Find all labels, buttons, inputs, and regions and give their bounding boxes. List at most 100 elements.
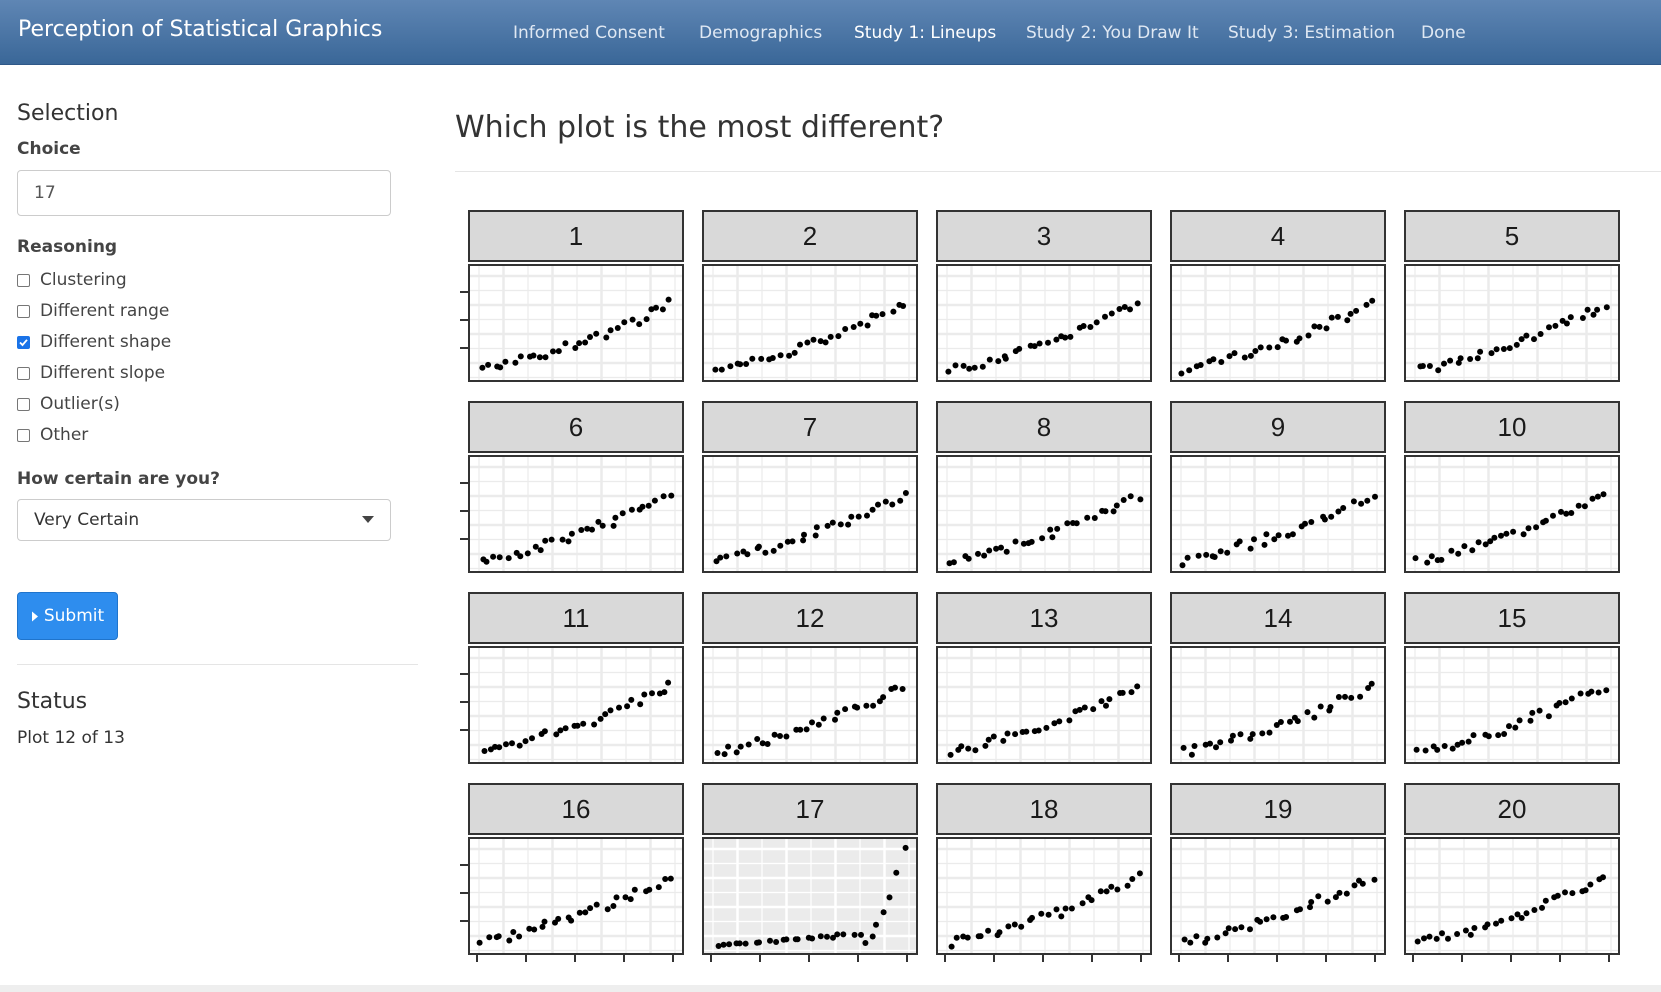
nav-done[interactable]: Done [1421, 23, 1466, 43]
scatter-plot[interactable] [936, 455, 1152, 573]
data-point [1600, 491, 1607, 498]
certainty-select[interactable]: Very Certain [17, 499, 391, 541]
scatter-plot[interactable] [468, 646, 684, 764]
data-point [1113, 502, 1120, 509]
data-point [1270, 914, 1277, 921]
lineup-panel[interactable]: 18 [936, 783, 1152, 955]
reasoning-clustering[interactable]: Clustering [17, 268, 127, 292]
data-point [1178, 370, 1185, 377]
reasoning-other[interactable]: Other [17, 423, 88, 447]
checkbox-checked[interactable] [17, 335, 30, 349]
lineup-panel[interactable]: 13 [936, 592, 1152, 764]
scatter-plot[interactable] [468, 264, 684, 382]
data-point [1093, 319, 1100, 326]
data-point [1210, 356, 1217, 363]
scatter-plot[interactable] [468, 837, 684, 955]
data-point [1047, 526, 1054, 533]
data-point [1203, 551, 1210, 558]
data-point [720, 941, 727, 948]
data-point [714, 750, 721, 756]
lineup-panel[interactable]: 19 [1170, 783, 1386, 955]
data-point [848, 513, 855, 520]
data-point [1247, 926, 1253, 933]
scatter-plot[interactable] [702, 646, 918, 764]
scatter-plot[interactable] [702, 455, 918, 573]
reasoning-different-slope[interactable]: Different slope [17, 361, 165, 385]
data-point [1448, 547, 1455, 554]
lineup-panel[interactable]: 15 [1404, 592, 1620, 764]
choice-input[interactable] [17, 170, 391, 216]
scatter-svg [1172, 648, 1384, 762]
nav-study1-lineups[interactable]: Study 1: Lineups [854, 23, 997, 43]
scatter-plot[interactable] [1170, 837, 1386, 955]
scatter-plot[interactable] [1170, 455, 1386, 573]
lineup-panel[interactable]: 9 [1170, 401, 1386, 573]
lineup-panel[interactable]: 6 [468, 401, 684, 573]
lineup-panel[interactable]: 7 [702, 401, 918, 573]
data-point [1266, 729, 1273, 736]
scatter-plot[interactable] [702, 264, 918, 382]
data-point [1584, 306, 1591, 313]
lineup-panel[interactable]: 16 [468, 783, 684, 955]
data-point [966, 365, 973, 372]
app-title[interactable]: Perception of Statistical Graphics [18, 17, 383, 42]
data-point [496, 554, 503, 561]
reasoning-different-range[interactable]: Different range [17, 299, 169, 323]
scatter-plot[interactable] [1404, 837, 1620, 955]
lineup-panel[interactable]: 3 [936, 210, 1152, 382]
lineup-panel[interactable]: 20 [1404, 783, 1620, 955]
data-point [964, 934, 971, 941]
lineup-panel[interactable]: 4 [1170, 210, 1386, 382]
scatter-plot[interactable] [936, 837, 1152, 955]
data-point [851, 931, 858, 938]
scatter-plot[interactable] [1404, 646, 1620, 764]
nav-informed-consent[interactable]: Informed Consent [513, 23, 665, 43]
scatter-plot[interactable] [936, 264, 1152, 382]
data-point [639, 503, 646, 510]
data-point [742, 940, 749, 947]
scatter-plot[interactable] [1404, 455, 1620, 573]
data-point [1241, 354, 1248, 361]
reasoning-different-shape[interactable]: Different shape [17, 330, 171, 354]
scatter-plot[interactable] [468, 455, 684, 573]
data-point [522, 738, 529, 745]
data-point [1498, 532, 1504, 539]
nav-study2-you-draw-it[interactable]: Study 2: You Draw It [1026, 23, 1199, 43]
panel-label: 15 [1404, 592, 1620, 644]
data-point [1012, 538, 1019, 545]
data-point [1275, 532, 1282, 539]
lineup-panel[interactable]: 10 [1404, 401, 1620, 573]
lineup-panel[interactable]: 5 [1404, 210, 1620, 382]
data-point [1412, 555, 1419, 562]
data-point [897, 497, 904, 504]
nav-study3-estimation[interactable]: Study 3: Estimation [1228, 23, 1395, 43]
data-point [893, 869, 900, 876]
data-point [1344, 317, 1351, 324]
scatter-plot[interactable] [1170, 264, 1386, 382]
data-point [1426, 363, 1433, 369]
lineup-panel[interactable]: 2 [702, 210, 918, 382]
checkbox[interactable] [17, 273, 30, 287]
data-point [599, 522, 606, 529]
data-point [1510, 528, 1517, 535]
scatter-plot[interactable] [1404, 264, 1620, 382]
scatter-plot[interactable] [936, 646, 1152, 764]
scatter-plot[interactable] [1170, 646, 1386, 764]
checkbox[interactable] [17, 397, 30, 411]
lineup-panel[interactable]: 12 [702, 592, 918, 764]
submit-button[interactable]: Submit [17, 592, 118, 640]
scatter-svg [1172, 266, 1384, 380]
reasoning-outliers[interactable]: Outlier(s) [17, 392, 120, 416]
lineup-panel[interactable]: 11 [468, 592, 684, 764]
lineup-panel[interactable]: 1 [468, 210, 684, 382]
lineup-panel[interactable]: 8 [936, 401, 1152, 573]
checkbox[interactable] [17, 304, 30, 318]
lineup-panel[interactable]: 14 [1170, 592, 1386, 764]
data-point [1465, 738, 1472, 745]
nav-demographics[interactable]: Demographics [699, 23, 823, 43]
lineup-panel[interactable]: 17 [702, 783, 918, 955]
checkbox[interactable] [17, 428, 30, 442]
scatter-plot[interactable] [702, 837, 918, 955]
checkbox[interactable] [17, 366, 30, 380]
data-point [1045, 911, 1052, 918]
